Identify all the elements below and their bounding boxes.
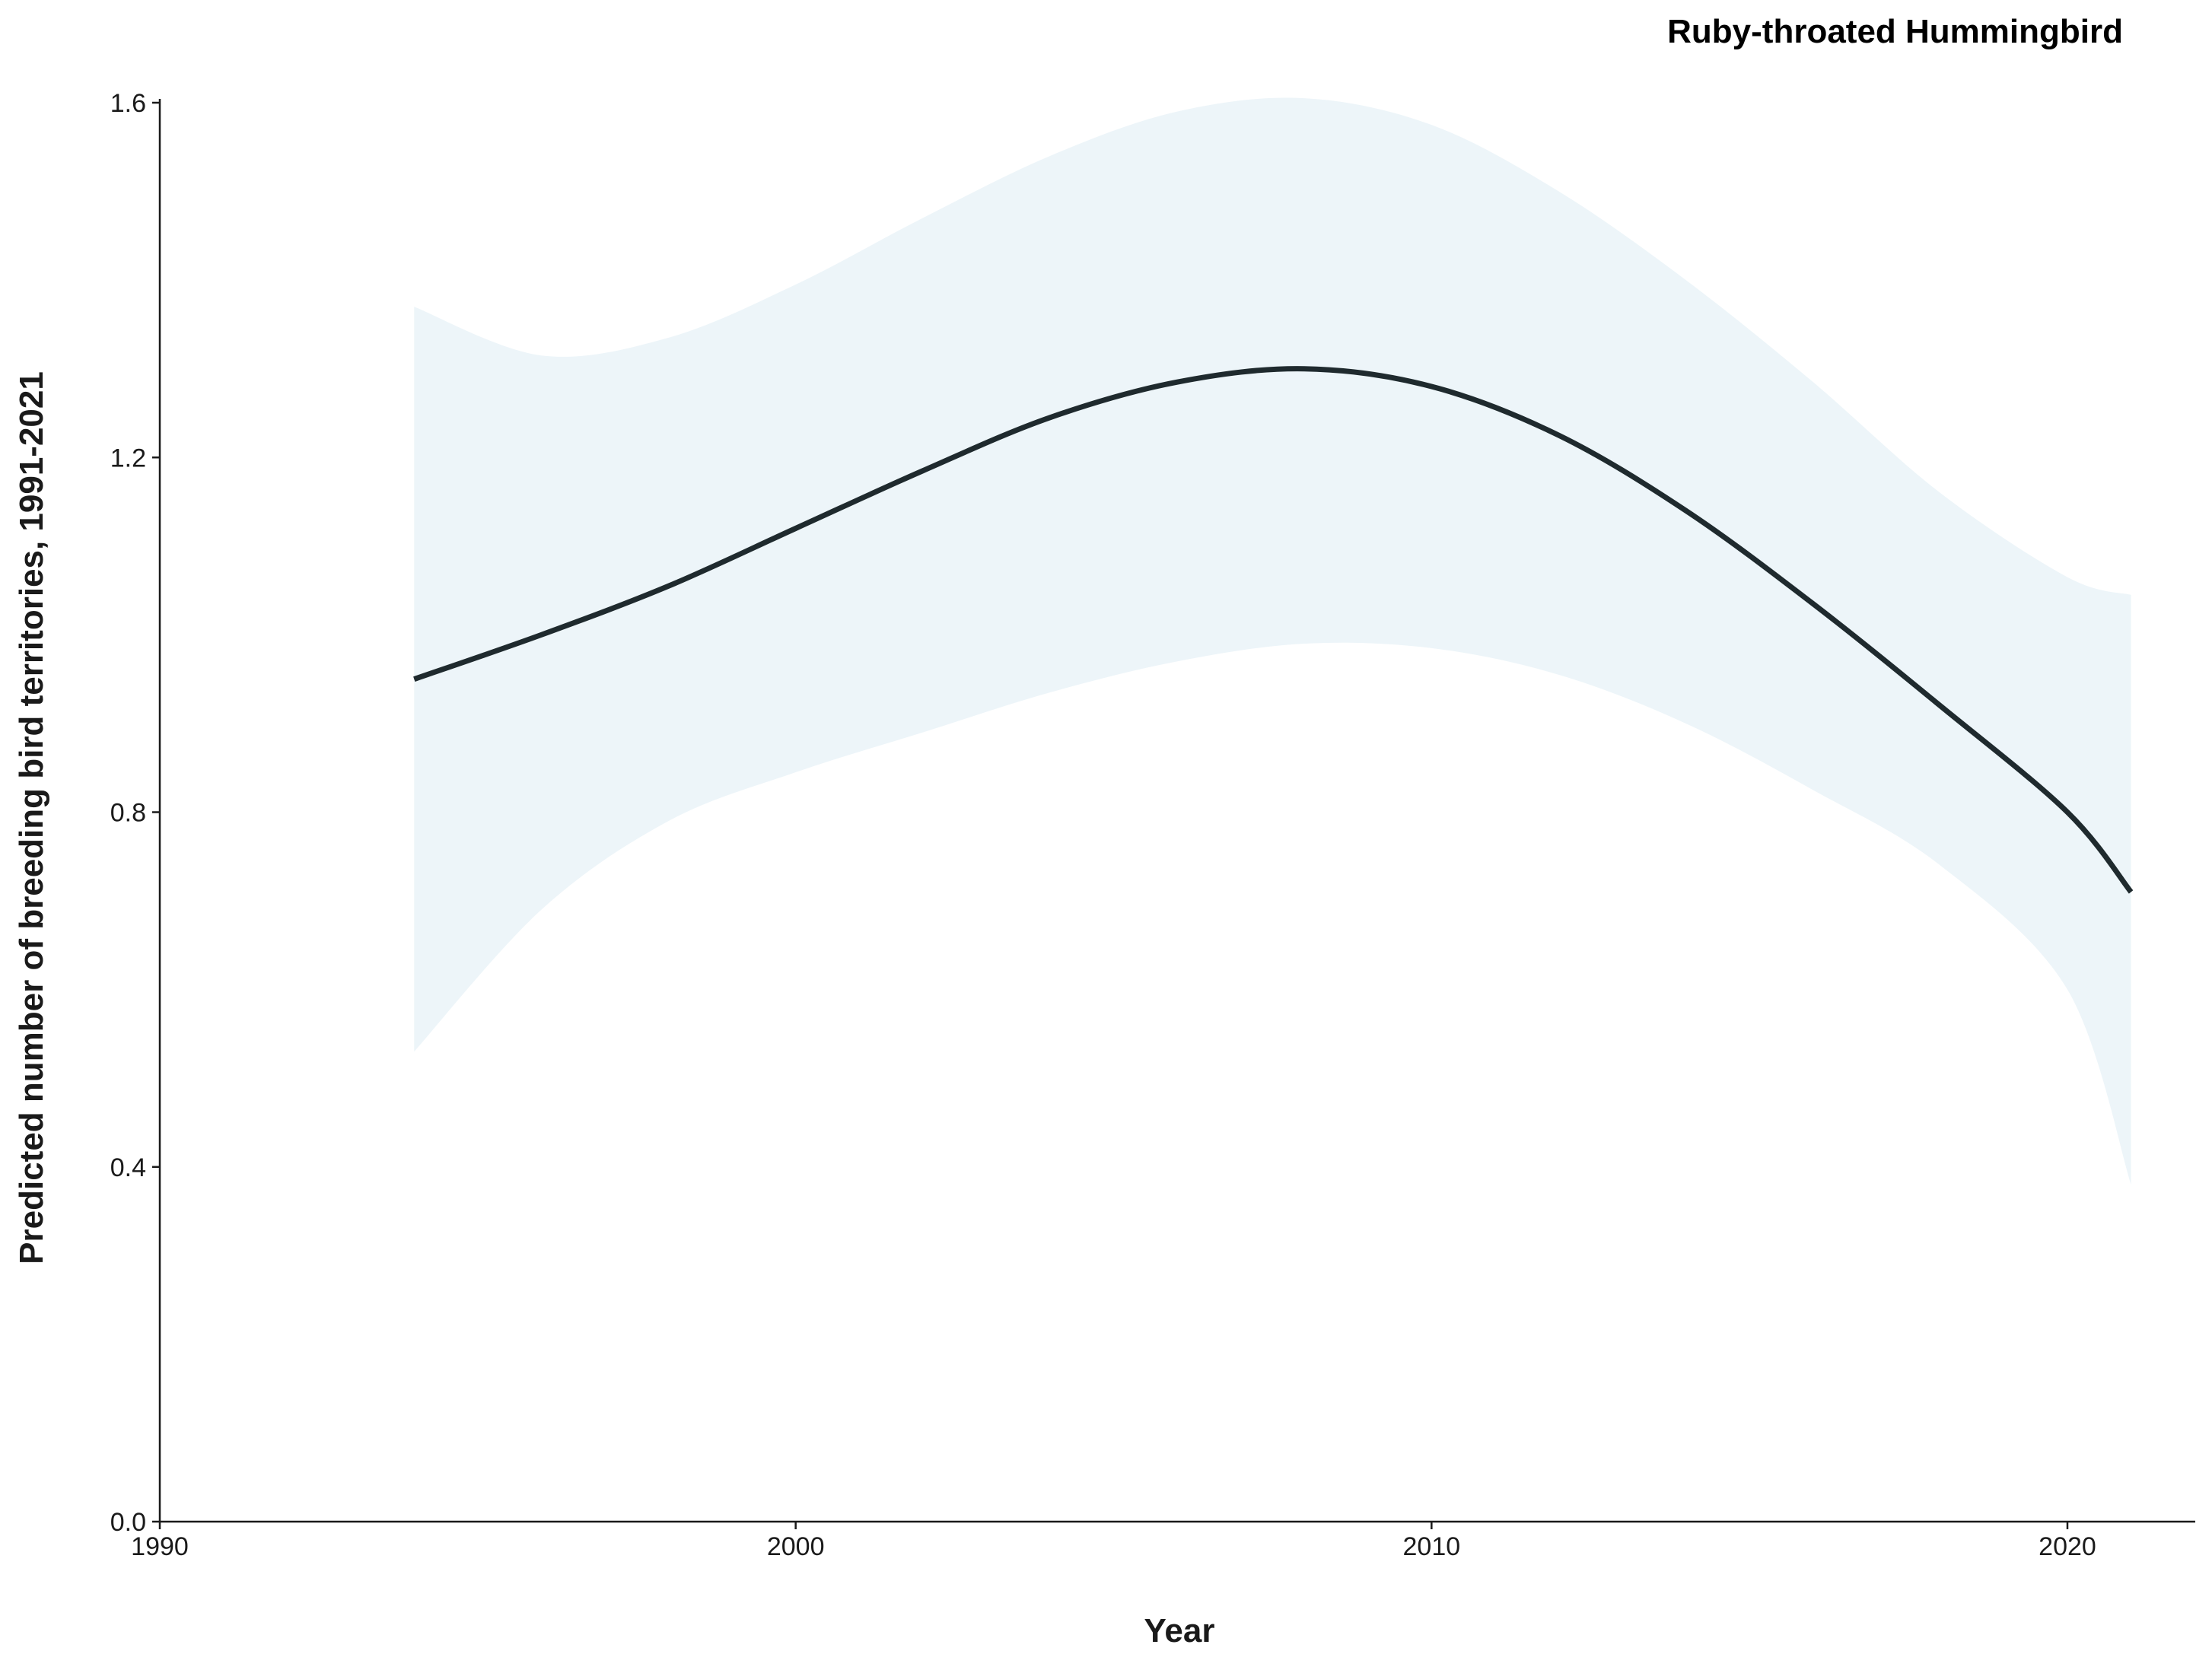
y-tick-label: 0.8: [110, 799, 146, 828]
y-tick-label: 1.2: [110, 444, 146, 472]
trend-line-layer: [413, 366, 2134, 894]
trend-line: [413, 366, 2134, 894]
x-tick-label: 1990: [131, 1532, 189, 1561]
x-tick-label: 2000: [767, 1532, 825, 1561]
y-tick-label: 0.0: [110, 1508, 146, 1537]
ticks: 0.0 0.4 0.8 1.2 1.6 1990 2000 2010 2020: [110, 89, 2096, 1561]
chart-title: Ruby-throated Hummingbird: [1667, 13, 2123, 50]
y-axis-title: Predicted number of breeding bird territ…: [13, 371, 50, 1264]
confidence-band: [414, 97, 2131, 1185]
confidence-band-layer: [414, 97, 2131, 1185]
x-axis-title: Year: [1144, 1612, 1215, 1649]
x-tick-label: 2020: [2039, 1532, 2096, 1561]
axes: [158, 99, 2195, 1523]
x-tick-label: 2010: [1403, 1532, 1461, 1561]
y-tick-label: 1.6: [110, 89, 146, 118]
y-tick-label: 0.4: [110, 1153, 146, 1182]
